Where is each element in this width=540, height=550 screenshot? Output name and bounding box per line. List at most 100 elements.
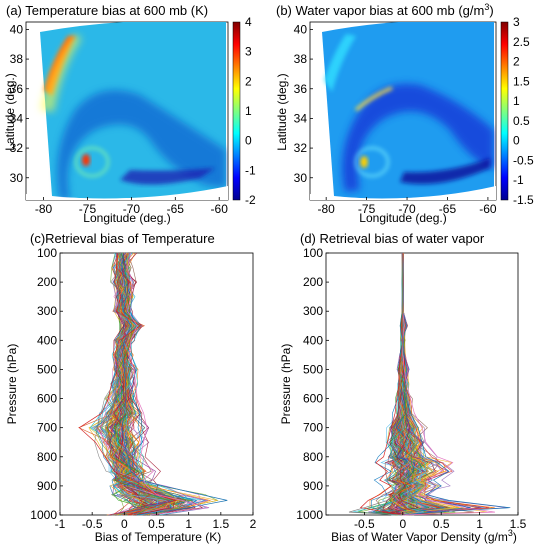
profile-line bbox=[118, 252, 183, 516]
colorbar-tick-label: 1.5 bbox=[513, 74, 530, 88]
y-tick-label: 38 bbox=[10, 52, 24, 66]
panel-b-coastal-front bbox=[355, 86, 393, 112]
profile-line bbox=[95, 252, 179, 516]
y-tick-label: 300 bbox=[37, 304, 57, 318]
panel-d-title: (d) Retrieval bias of water vapor bbox=[300, 231, 485, 246]
colorbar-tick-label: 2 bbox=[513, 55, 520, 69]
colorbar-tick-label: -1.5 bbox=[513, 193, 534, 207]
x-tick-label: -60 bbox=[479, 202, 497, 216]
y-tick-label: 600 bbox=[303, 392, 323, 406]
panel-b-colorbar bbox=[500, 21, 509, 201]
panel-d-y-label: Pressure (hPa) bbox=[279, 344, 293, 425]
panel-d: (d) Retrieval bias of water vapor -0.5 0 0… bbox=[279, 231, 527, 544]
panel-a-dark-spiral bbox=[120, 168, 215, 185]
profile-line bbox=[108, 252, 154, 516]
colorbar-tick-label: 3 bbox=[245, 45, 252, 59]
profile-line bbox=[103, 252, 179, 516]
panel-a-mask-bottom bbox=[26, 186, 228, 200]
panel-a-heatmap bbox=[26, 22, 228, 200]
x-tick-label: -75 bbox=[79, 202, 97, 216]
y-tick-label: 700 bbox=[37, 421, 57, 435]
y-tick-label: 200 bbox=[37, 275, 57, 289]
y-tick-label: 30 bbox=[10, 171, 24, 185]
colorbar-tick-label: -2 bbox=[245, 193, 256, 207]
colorbar-tick-label: 4 bbox=[245, 15, 252, 29]
x-tick-label: 0 bbox=[399, 517, 406, 531]
y-tick-label: 30 bbox=[294, 171, 308, 185]
panel-c-profiles bbox=[78, 252, 228, 516]
y-tick-label: 36 bbox=[10, 82, 24, 96]
y-tick-label: 400 bbox=[37, 333, 57, 347]
panel-b-colorbar-ticks: 3 2.5 2 1.5 1 0.5 0 -0.5 -1 -1.5 bbox=[513, 15, 534, 207]
panel-c-x-ticks: -1 -0.5 0 0.5 1 1.5 2 bbox=[55, 512, 257, 531]
series-line bbox=[127, 252, 209, 516]
panel-c-y-ticks: 100 200 300 400 500 600 700 800 900 1000 bbox=[30, 246, 63, 522]
x-tick-label: 1.5 bbox=[510, 517, 527, 531]
series-line bbox=[104, 252, 157, 516]
colorbar-tick-label: -1 bbox=[245, 163, 256, 177]
y-tick-label: 700 bbox=[303, 421, 323, 435]
panel-b-y-ticks: 40 38 36 34 32 30 bbox=[294, 22, 313, 185]
y-tick-label: 900 bbox=[37, 479, 57, 493]
panel-b-y-label: Latitude (deg.) bbox=[275, 73, 289, 150]
x-tick-label: 1 bbox=[476, 517, 483, 531]
panel-a: (a) Temperature bias at 600 mb (K) -80 -7… bbox=[3, 3, 256, 225]
x-tick-label: 2 bbox=[250, 517, 257, 531]
x-tick-label: -80 bbox=[318, 202, 336, 216]
panel-d-frame bbox=[325, 252, 519, 516]
panel-b: (b) Water vapor bias at 600 mb (g/m3) -8… bbox=[275, 2, 534, 225]
x-tick-label: 0 bbox=[121, 517, 128, 531]
panel-b-x-ticks: -80 -75 -70 -65 -60 bbox=[318, 197, 497, 216]
y-tick-label: 400 bbox=[303, 333, 323, 347]
panel-d-x-label: Bias of Water Vapor Density (g/m3) bbox=[331, 528, 517, 544]
colorbar-tick-label: -0.5 bbox=[513, 153, 534, 167]
y-tick-label: 500 bbox=[37, 362, 57, 376]
panel-a-vortex-ring bbox=[74, 146, 110, 178]
panel-b-title: (b) Water vapor bias at 600 mb (g/m3) bbox=[276, 2, 494, 18]
y-tick-label: 1000 bbox=[30, 508, 57, 522]
colorbar-tick-label: -1 bbox=[513, 173, 524, 187]
panel-b-x-label: Longitude (deg.) bbox=[359, 211, 446, 225]
series-line bbox=[359, 253, 404, 516]
panel-d-x-ticks: -0.5 0 0.5 1 1.5 bbox=[354, 512, 527, 531]
series-line bbox=[120, 252, 228, 516]
panel-b-mask-bottom bbox=[310, 186, 496, 200]
panel-a-y-label: Latitude (deg.) bbox=[3, 73, 17, 150]
y-tick-label: 34 bbox=[294, 111, 308, 125]
panel-d-profiles bbox=[348, 252, 511, 516]
y-tick-label: 500 bbox=[303, 362, 323, 376]
panel-b-dry-spiral bbox=[342, 83, 494, 192]
y-tick-label: 34 bbox=[10, 111, 24, 125]
colorbar-tick-label: 2 bbox=[245, 74, 252, 88]
x-tick-label: -1 bbox=[55, 517, 66, 531]
colorbar-tick-label: 0 bbox=[245, 134, 252, 148]
x-tick-label: 1 bbox=[185, 517, 192, 531]
panel-a-y-ticks: 40 38 36 34 32 30 bbox=[10, 22, 29, 185]
panel-a-x-ticks: -80 -75 -70 -65 -60 bbox=[35, 197, 228, 216]
y-tick-label: 32 bbox=[294, 141, 308, 155]
x-tick-label: -75 bbox=[358, 202, 376, 216]
panel-b-heatmap bbox=[310, 22, 496, 200]
colorbar-tick-label: 0.5 bbox=[513, 114, 530, 128]
y-tick-label: 900 bbox=[303, 479, 323, 493]
y-tick-label: 800 bbox=[303, 450, 323, 464]
y-tick-label: 100 bbox=[303, 246, 323, 260]
panel-b-moist-coastal-band bbox=[324, 34, 356, 92]
x-tick-label: 0.5 bbox=[433, 517, 450, 531]
panel-a-warm-coastal-halo bbox=[40, 34, 82, 112]
series-line bbox=[348, 253, 404, 516]
profile-line bbox=[100, 252, 171, 516]
panel-b-vortex-core bbox=[360, 156, 368, 168]
profile-line bbox=[94, 252, 166, 516]
profile-line bbox=[111, 252, 152, 516]
colorbar-tick-label: 0 bbox=[513, 134, 520, 148]
x-tick-label: -0.5 bbox=[82, 517, 103, 531]
x-tick-label: -65 bbox=[167, 202, 185, 216]
panel-a-vortex-core bbox=[82, 154, 90, 166]
y-tick-label: 1000 bbox=[296, 508, 323, 522]
panel-b-vortex-ring bbox=[354, 146, 390, 178]
panel-a-x-label: Longitude (deg.) bbox=[83, 211, 170, 225]
x-tick-label: 0.5 bbox=[148, 517, 165, 531]
y-tick-label: 40 bbox=[294, 22, 308, 36]
